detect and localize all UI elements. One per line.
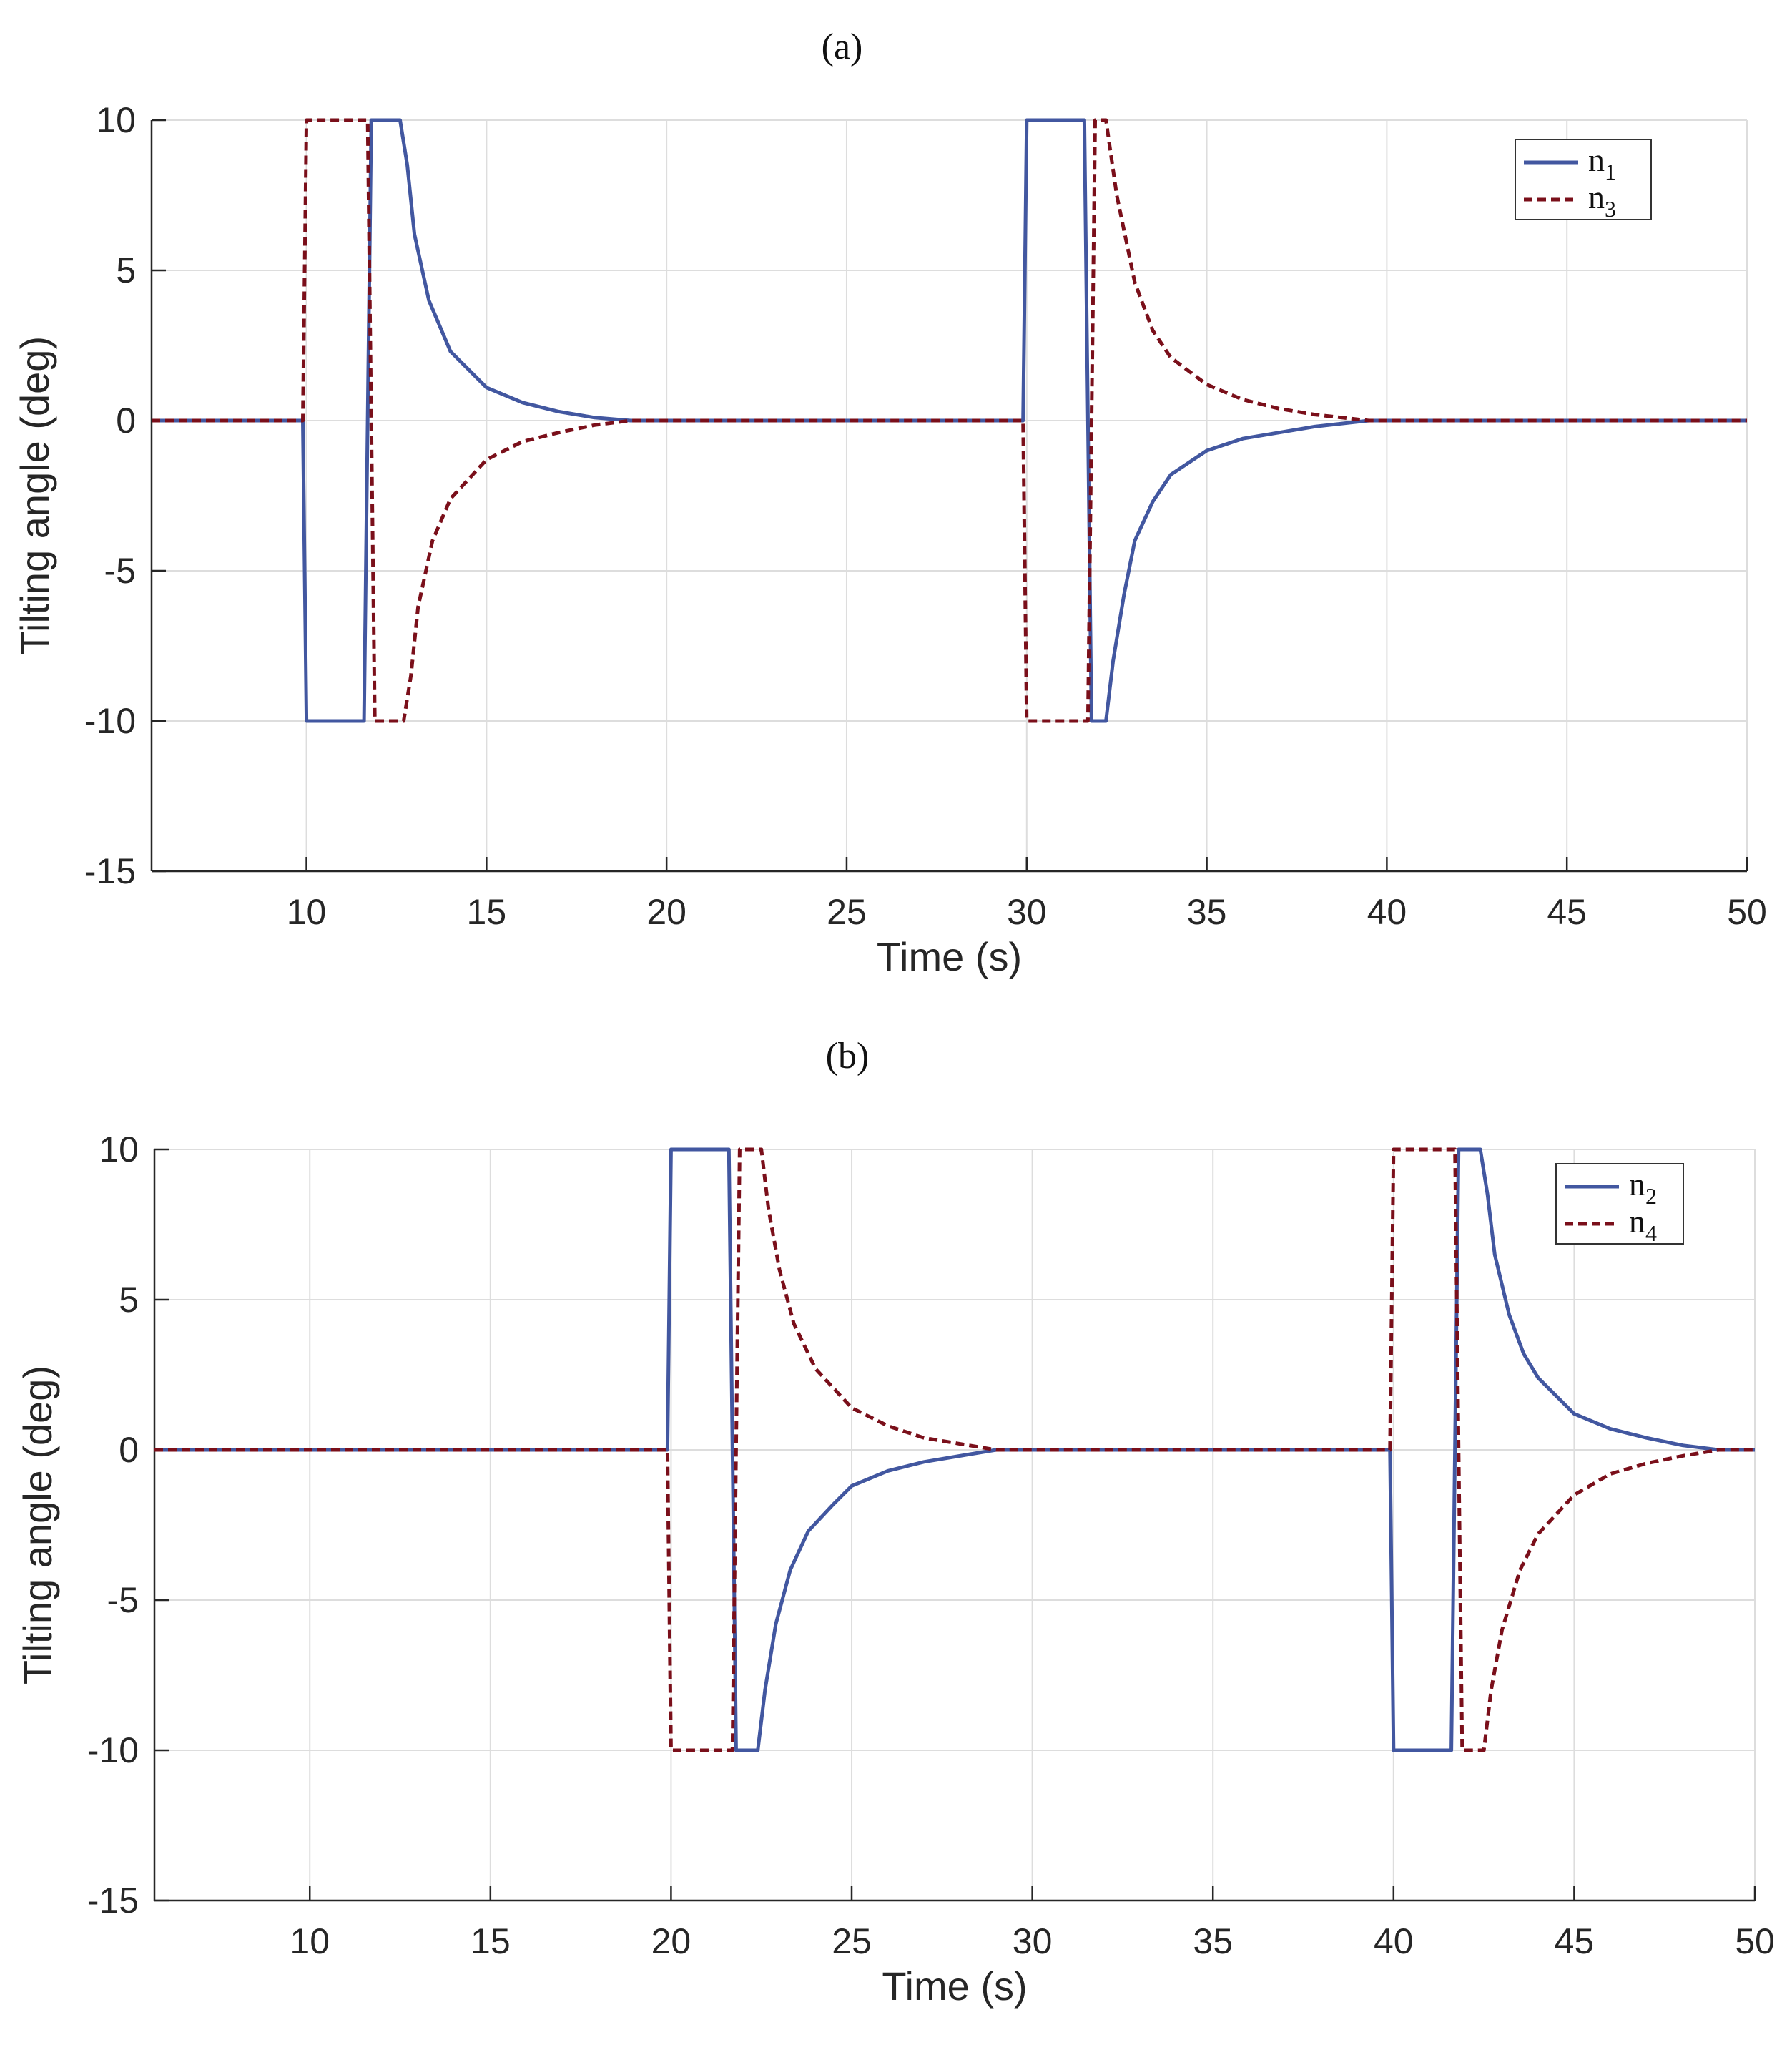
y-tick-label: -15 xyxy=(87,1880,139,1921)
x-tick-label: 15 xyxy=(467,892,507,932)
x-tick-label: 35 xyxy=(1193,1921,1233,1961)
y-tick-label: -10 xyxy=(87,1730,139,1770)
series-line-n4 xyxy=(154,1147,1755,1752)
y-tick-label: 0 xyxy=(119,1430,139,1470)
plot-area xyxy=(152,120,1747,871)
x-tick-label: 15 xyxy=(471,1921,511,1961)
x-tick-label: 25 xyxy=(832,1921,872,1961)
x-tick-label: 30 xyxy=(1013,1921,1053,1961)
y-tick-label: -5 xyxy=(107,1580,139,1620)
x-tick-label: 50 xyxy=(1727,892,1767,932)
y-tick-label: -10 xyxy=(84,701,136,741)
panel-label: (a) xyxy=(822,26,863,67)
x-tick-label: 20 xyxy=(646,892,686,932)
legend-label-n4: n4 xyxy=(1629,1203,1657,1246)
y-axis-title: Tilting angle (deg) xyxy=(15,1365,60,1684)
x-tick-label: 20 xyxy=(651,1921,691,1961)
y-tick-label: -5 xyxy=(104,551,136,591)
y-tick-label: -15 xyxy=(84,851,136,891)
legend-label-n1: n1 xyxy=(1588,142,1616,185)
series-line-n3 xyxy=(152,118,1747,723)
y-tick-label: 5 xyxy=(119,1280,139,1320)
y-tick-label: 0 xyxy=(116,401,136,441)
x-tick-label: 25 xyxy=(827,892,867,932)
legend-label-n3: n3 xyxy=(1588,179,1616,222)
x-axis-title: Time (s) xyxy=(877,934,1022,979)
x-tick-label: 30 xyxy=(1007,892,1047,932)
y-axis-title: Tilting angle (deg) xyxy=(12,336,57,655)
y-tick-label: 10 xyxy=(99,1129,139,1169)
x-tick-label: 45 xyxy=(1547,892,1587,932)
x-tick-label: 45 xyxy=(1555,1921,1595,1961)
x-tick-label: 10 xyxy=(290,1921,330,1961)
y-tick-label: 5 xyxy=(116,250,136,290)
plot-area xyxy=(154,1149,1755,1901)
y-tick-label: 10 xyxy=(96,100,136,140)
x-tick-label: 40 xyxy=(1367,892,1407,932)
legend-box xyxy=(1555,1163,1684,1245)
x-tick-label: 40 xyxy=(1374,1921,1414,1961)
legend-label-n2: n2 xyxy=(1629,1166,1657,1209)
legend-box xyxy=(1515,139,1652,220)
x-tick-label: 50 xyxy=(1735,1921,1775,1961)
x-tick-label: 35 xyxy=(1187,892,1227,932)
series-line-n1 xyxy=(152,118,1747,723)
x-axis-title: Time (s) xyxy=(882,1963,1027,2009)
panel-label: (b) xyxy=(826,1036,870,1077)
x-tick-label: 10 xyxy=(287,892,327,932)
